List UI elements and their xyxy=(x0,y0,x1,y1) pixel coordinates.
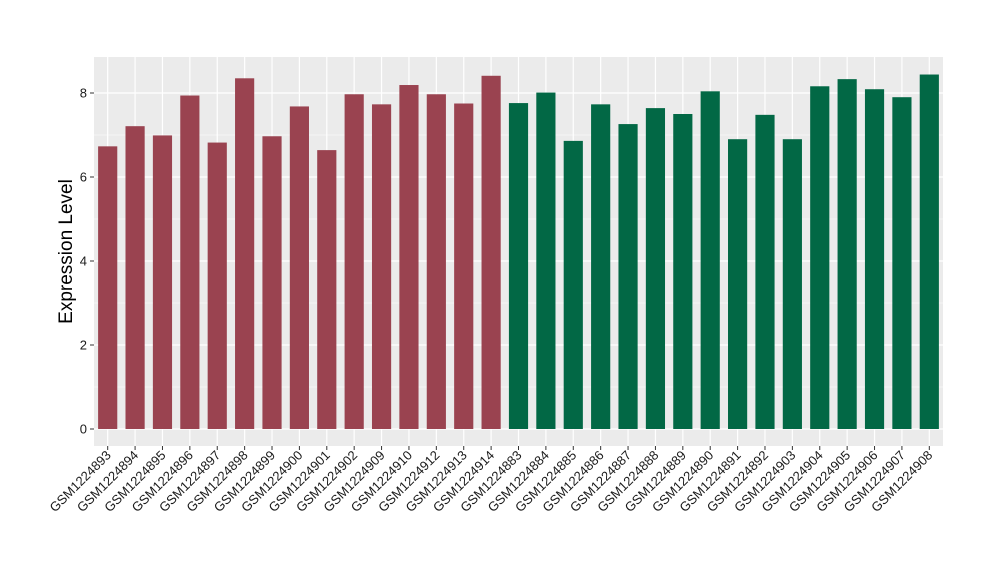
bar-GSM1224891 xyxy=(728,139,748,429)
bar-GSM1224907 xyxy=(892,97,912,429)
bar-GSM1224901 xyxy=(317,150,337,429)
y-tick-label: 2 xyxy=(80,338,87,353)
bar-GSM1224906 xyxy=(864,89,885,429)
bar-GSM1224899 xyxy=(262,136,282,429)
bar-GSM1224914 xyxy=(481,75,501,429)
bar-GSM1224889 xyxy=(673,114,693,429)
y-tick-label: 0 xyxy=(80,422,87,437)
bar-GSM1224910 xyxy=(399,85,419,430)
y-axis-title: Expression Level xyxy=(56,179,77,324)
bar-GSM1224897 xyxy=(207,142,227,429)
y-tick-label: 8 xyxy=(80,86,87,101)
bar-GSM1224888 xyxy=(645,108,666,430)
bar-GSM1224902 xyxy=(344,94,364,429)
bar-GSM1224912 xyxy=(426,94,446,429)
bar-GSM1224909 xyxy=(371,104,392,429)
x-axis: GSM1224893GSM1224894GSM1224895GSM1224896… xyxy=(46,446,935,515)
y-tick-label: 6 xyxy=(80,170,87,185)
bar-GSM1224887 xyxy=(618,124,638,429)
bar-GSM1224913 xyxy=(454,103,474,429)
bar-GSM1224898 xyxy=(235,78,255,430)
bar-GSM1224893 xyxy=(98,146,118,429)
bar-GSM1224903 xyxy=(782,139,802,429)
bars xyxy=(98,74,939,430)
bar-GSM1224908 xyxy=(919,74,939,430)
bar-GSM1224883 xyxy=(508,103,529,429)
y-tick-label: 4 xyxy=(80,254,87,269)
bar-GSM1224900 xyxy=(289,106,309,429)
bar-GSM1224904 xyxy=(810,86,830,429)
bar-GSM1224890 xyxy=(700,91,720,429)
bar-GSM1224892 xyxy=(755,114,775,429)
bar-GSM1224886 xyxy=(591,104,611,429)
bar-GSM1224896 xyxy=(180,95,200,430)
bar-GSM1224885 xyxy=(563,140,583,429)
bar-GSM1224895 xyxy=(152,135,173,430)
bar-GSM1224905 xyxy=(837,79,857,429)
bar-GSM1224884 xyxy=(536,92,556,429)
bar-GSM1224894 xyxy=(125,126,145,430)
y-axis: 0 2 4 6 8 xyxy=(80,86,94,437)
